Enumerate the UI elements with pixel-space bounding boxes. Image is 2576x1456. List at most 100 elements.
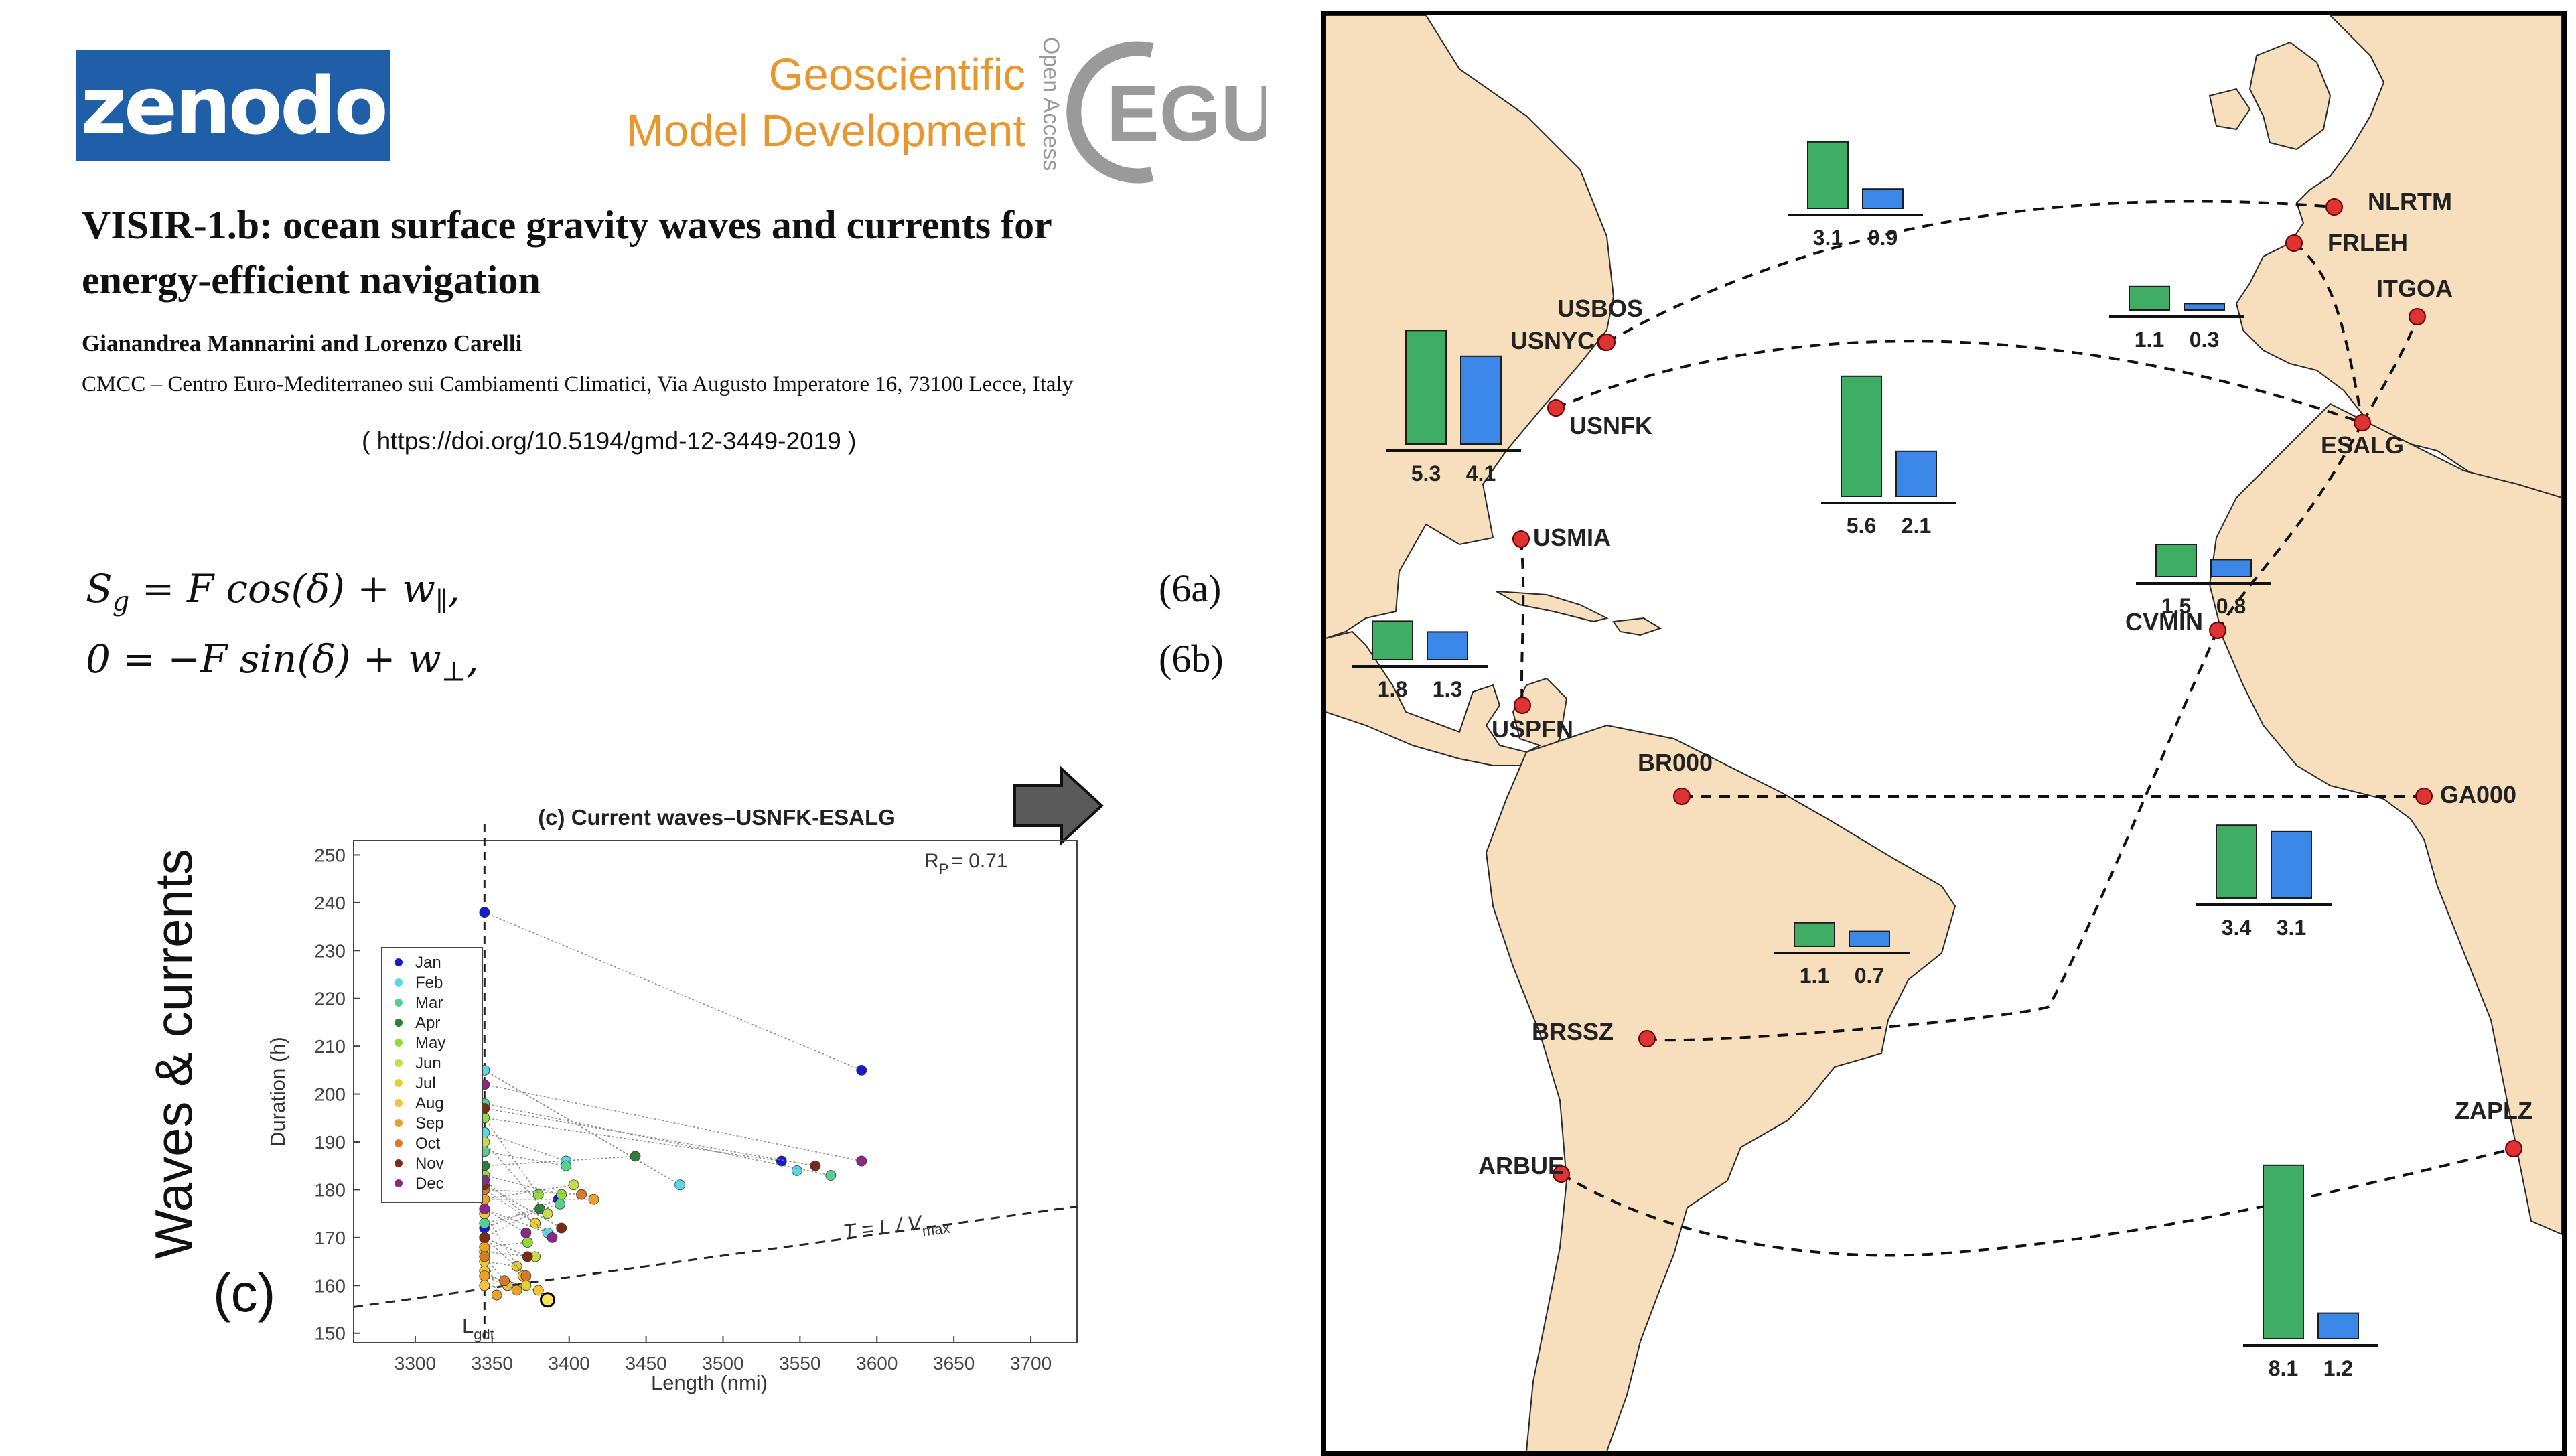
hispaniola-land (1612, 617, 1662, 636)
lgdt-annotation-sub: gdt (474, 1326, 494, 1343)
south-america-land (1485, 724, 1956, 1451)
pair-connector (484, 1285, 539, 1291)
bar-blue (2317, 1312, 2359, 1339)
pair-connector (484, 1132, 567, 1162)
paper-title: VISIR-1.b: ocean surface gravity waves a… (82, 203, 1052, 302)
panel-letter: (c) (213, 1263, 276, 1323)
port-marker (2285, 234, 2303, 252)
port-marker (2325, 198, 2343, 216)
legend-marker (395, 1119, 403, 1127)
plot-frame (353, 840, 1078, 1343)
legend-label: Sep (415, 1114, 444, 1133)
central-america-land (1326, 630, 1568, 766)
port-marker (2209, 622, 2226, 639)
rp-annotation: RP = 0.71 (924, 850, 1008, 877)
legend-label: Feb (415, 974, 443, 992)
y-tick-label: 210 (314, 1036, 346, 1057)
panel-side-label-text: Waves & currents (144, 849, 203, 1259)
route-line (2361, 316, 2419, 424)
equation-6b: 0 = −F sin(δ) + w⊥, (86, 636, 479, 688)
legend-marker (395, 1019, 403, 1027)
port-marker (2505, 1140, 2522, 1157)
bar-green (1372, 620, 1413, 661)
x-tick-label: 3450 (625, 1353, 666, 1374)
bar-green-label: 1.1 (2135, 327, 2164, 352)
highlight-point (540, 1292, 556, 1308)
data-point (588, 1193, 599, 1205)
pair-connector (484, 1108, 816, 1167)
paper-authors: Gianandrea Mannarini and Lorenzo Carelli (82, 330, 522, 356)
legend-label: Dec (415, 1175, 444, 1193)
pair-connector (484, 1237, 526, 1277)
bar-green-label: 1.5 (2161, 594, 2191, 618)
equation-6a-sub2: ∥ (435, 586, 448, 617)
data-point (491, 1289, 502, 1301)
equation-6b-label: (6b) (1159, 637, 1224, 680)
route-line (1606, 200, 2335, 344)
port-label: ZAPLZ (2455, 1097, 2532, 1124)
y-tick-label: 240 (314, 893, 346, 914)
x-tick-label: 3500 (702, 1353, 743, 1374)
data-point (674, 1179, 686, 1191)
port-marker (1673, 788, 1691, 805)
bar-green-label: 1.8 (1378, 677, 1407, 701)
route-map-canvas: NLRTM FRLEH ITGOA USBOS USNYC USNFK ESALG USMIA… (1326, 15, 2562, 1451)
equation-6b-end: , (466, 636, 479, 682)
port-marker (1638, 1030, 1656, 1047)
pair-connector (484, 1189, 582, 1195)
rp-annotation-value: = 0.71 (951, 850, 1007, 872)
bound-line-annotation-text: T = L / V (842, 1210, 925, 1243)
legend-marker (395, 1179, 403, 1187)
pair-connector (484, 1242, 528, 1248)
legend-label: Jun (415, 1054, 441, 1072)
bar-green-label: 3.4 (2222, 916, 2252, 940)
right-arrow-icon (1013, 766, 1104, 846)
data-point (479, 1251, 490, 1262)
pair-connector (484, 1213, 524, 1277)
x-tick-label: 3700 (1010, 1353, 1052, 1374)
y-tick-label: 230 (314, 940, 346, 961)
pair-connector (484, 912, 862, 1071)
bound-line-annotation: T = L / Vmax (842, 1208, 951, 1249)
equation-6a-label: (6a) (1159, 567, 1222, 610)
bar-blue-label: 1.3 (1433, 677, 1462, 701)
data-point (568, 1179, 579, 1191)
bar-blue-label: 1.2 (2323, 1356, 2353, 1380)
journal-name: Geoscientific Model Development (626, 47, 1025, 159)
legend-marker (395, 978, 403, 987)
port-label: NLRTM (2368, 188, 2452, 215)
legend-marker (395, 1139, 403, 1147)
route-map: NLRTM FRLEH ITGOA USBOS USNYC USNFK ESALG USMIA… (1321, 11, 2567, 1456)
bar-green (1807, 141, 1849, 209)
paper-doi[interactable]: ( https://doi.org/10.5194/gmd-12-3449-20… (362, 427, 857, 455)
pair-connector (484, 1070, 681, 1185)
data-point (576, 1189, 587, 1200)
bar-blue-label: 0.7 (1855, 964, 1884, 988)
legend-marker (395, 1059, 403, 1067)
bar-green-label: 5.3 (1411, 461, 1441, 486)
pair-connector (484, 1204, 561, 1224)
pair-connector (484, 1151, 567, 1167)
x-tick-label: 3600 (856, 1353, 898, 1374)
legend-marker (395, 999, 403, 1007)
route-line (1646, 630, 2219, 1042)
x-axis-label: Length (nmi) (651, 1371, 768, 1394)
bar-green (2129, 285, 2170, 311)
lgdt-annotation: Lgdt (462, 1314, 494, 1343)
legend-label: Jan (415, 954, 441, 972)
data-point (856, 1064, 867, 1076)
chart-title: (c) Current waves–USNFK-ESALG (538, 805, 896, 830)
pair-connector (484, 1103, 831, 1176)
bar-green (1794, 922, 1835, 948)
data-point (547, 1232, 558, 1243)
port-label: ARBUE (1478, 1152, 1564, 1179)
egu-logo-ring (1066, 41, 1154, 184)
legend-marker (395, 958, 403, 966)
equation-6a-rhs: = F cos(δ) + w (129, 566, 435, 611)
cuba-land (1496, 591, 1609, 623)
port-marker (1512, 530, 1530, 548)
bar-green (2263, 1164, 2304, 1340)
legend-label: Jul (415, 1074, 436, 1092)
legend-marker (395, 1079, 403, 1087)
port-label: USPFN (1492, 715, 1573, 743)
